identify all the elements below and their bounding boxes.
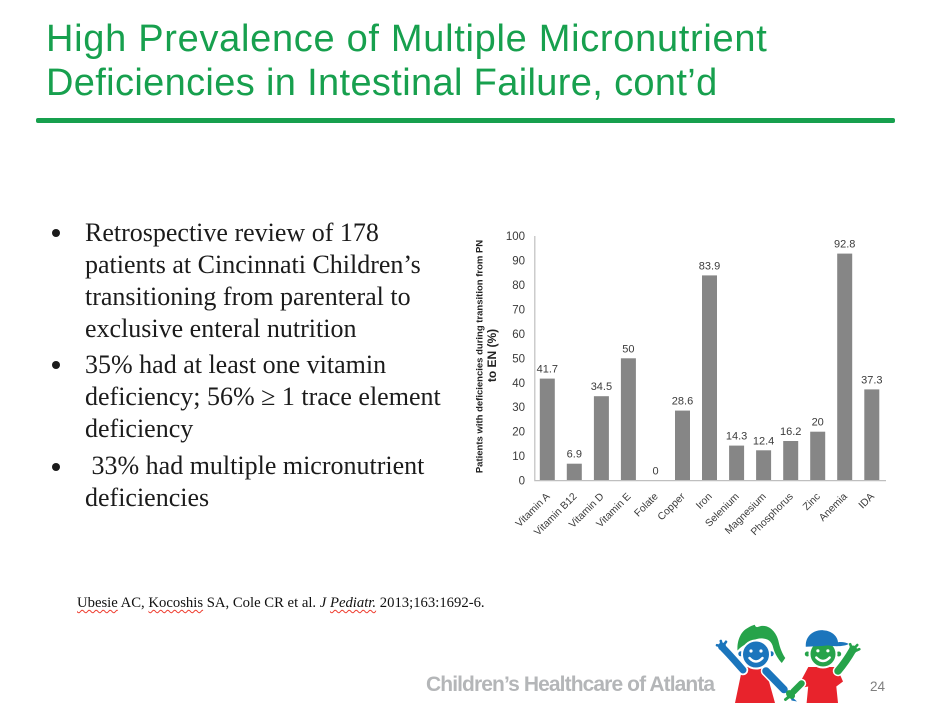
svg-text:70: 70 [512, 304, 525, 316]
svg-text:14.3: 14.3 [726, 431, 747, 443]
svg-text:92.8: 92.8 [834, 239, 855, 251]
svg-text:100: 100 [506, 231, 525, 243]
svg-text:41.7: 41.7 [537, 364, 558, 376]
svg-text:60: 60 [512, 329, 525, 341]
svg-text:20: 20 [812, 417, 824, 429]
svg-text:20: 20 [512, 427, 525, 439]
svg-text:Zinc: Zinc [801, 491, 823, 513]
svg-text:83.9: 83.9 [699, 260, 720, 272]
svg-text:0: 0 [519, 476, 525, 488]
svg-text:12.4: 12.4 [753, 435, 774, 447]
svg-text:30: 30 [512, 402, 525, 414]
svg-text:Anemia: Anemia [817, 491, 850, 524]
svg-text:IDA: IDA [857, 491, 877, 511]
svg-text:Patients with deficiencies dur: Patients with deficiencies during transi… [475, 240, 486, 473]
svg-text:37.3: 37.3 [861, 374, 882, 386]
svg-text:0: 0 [652, 466, 658, 478]
svg-text:16.2: 16.2 [780, 426, 801, 438]
svg-text:10: 10 [512, 451, 525, 463]
svg-text:90: 90 [512, 256, 525, 268]
svg-text:to EN (%): to EN (%) [485, 329, 499, 382]
svg-text:80: 80 [512, 280, 525, 292]
svg-text:Copper: Copper [656, 491, 688, 523]
svg-text:40: 40 [512, 378, 525, 390]
svg-text:6.9: 6.9 [567, 449, 582, 461]
svg-text:34.5: 34.5 [591, 381, 612, 393]
svg-text:50: 50 [622, 343, 634, 355]
svg-text:50: 50 [512, 353, 525, 365]
svg-text:Iron: Iron [694, 491, 715, 512]
svg-text:28.6: 28.6 [672, 396, 693, 408]
